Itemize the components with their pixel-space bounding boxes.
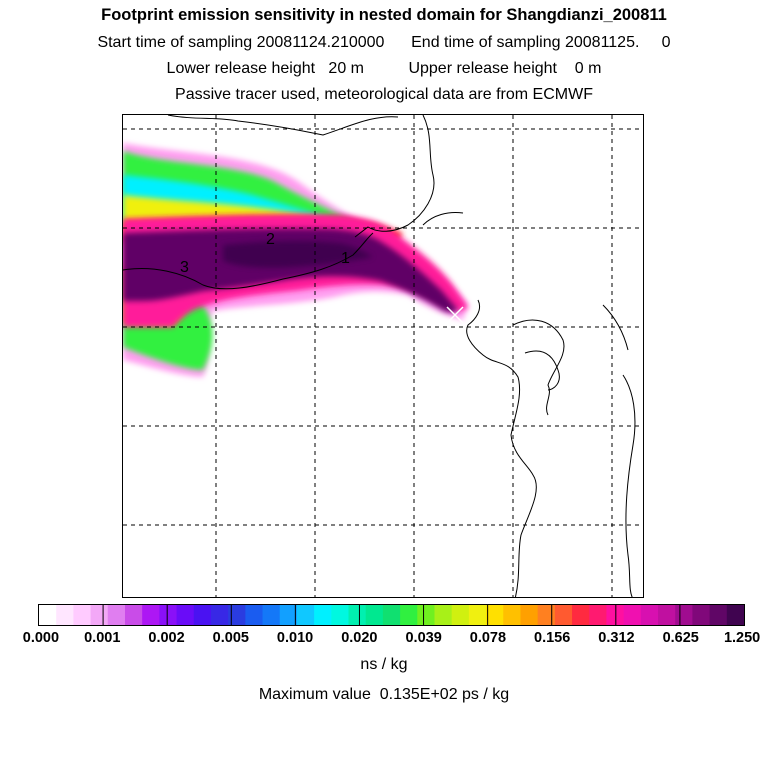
legend-swatch xyxy=(107,605,126,625)
release-height-line: Lower release height 20 m Upper release … xyxy=(166,60,602,77)
legend-swatch xyxy=(124,605,143,625)
legend-swatch xyxy=(176,605,195,625)
legend-swatch xyxy=(262,605,281,625)
plot-title: Footprint emission sensitivity in nested… xyxy=(101,6,667,24)
legend-swatch xyxy=(56,605,74,625)
footprint-map: 1 2 3 xyxy=(122,114,644,598)
legend-swatch xyxy=(39,605,57,625)
legend-swatch xyxy=(658,605,676,625)
legend-swatch xyxy=(434,605,453,625)
legend-swatch xyxy=(623,605,642,625)
tracer-info-line: Passive tracer used, meteorological data… xyxy=(175,86,593,103)
legend-swatch xyxy=(142,605,160,625)
legend-swatch xyxy=(193,605,212,625)
legend-tick-label: 0.078 xyxy=(469,630,507,646)
legend-swatch xyxy=(400,605,418,625)
legend-swatch xyxy=(279,605,298,625)
receptor-marker xyxy=(446,306,464,324)
legend-tick-label: 0.010 xyxy=(276,630,314,646)
contour-label-1: 1 xyxy=(341,250,350,267)
legend-swatch xyxy=(245,605,264,625)
legend-swatch xyxy=(486,605,504,625)
color-legend xyxy=(38,604,745,626)
legend-tick-label: 0.312 xyxy=(598,630,635,646)
plume-band-core xyxy=(123,228,458,313)
legend-swatch xyxy=(451,605,470,625)
plume-band-core-dark xyxy=(223,240,373,268)
legend-swatch xyxy=(468,605,487,625)
legend-swatch xyxy=(159,605,178,625)
legend-swatch xyxy=(296,605,315,625)
legend-swatch xyxy=(692,605,711,625)
footprint-plume xyxy=(123,143,468,377)
legend-swatch xyxy=(520,605,539,625)
contour-label-3: 3 xyxy=(180,259,189,276)
legend-swatch xyxy=(382,605,401,625)
legend-swatch xyxy=(90,605,109,625)
map-canvas: 1 2 3 xyxy=(123,115,643,597)
coastline xyxy=(123,115,636,597)
legend-tick-label: 0.020 xyxy=(341,630,378,646)
legend-swatch xyxy=(572,605,590,625)
legend-swatch xyxy=(228,605,246,625)
contour-label-2: 2 xyxy=(266,231,275,248)
legend-tick-label: 0.000 xyxy=(22,630,60,646)
legend-swatch xyxy=(503,605,522,625)
legend-tick-label: 0.001 xyxy=(84,630,121,646)
legend-tick-label: 0.156 xyxy=(534,630,571,646)
legend-swatch xyxy=(73,605,92,625)
legend-swatch xyxy=(554,605,573,625)
legend-swatch xyxy=(331,605,350,625)
legend-swatch xyxy=(348,605,367,625)
legend-tick-label: 0.625 xyxy=(662,630,699,646)
legend-swatch xyxy=(210,605,229,625)
legend-tick-label: 1.250 xyxy=(723,630,761,646)
legend-swatch xyxy=(675,605,694,625)
legend-tick-label: 0.005 xyxy=(212,630,249,646)
legend-swatch xyxy=(314,605,332,625)
maximum-value: Maximum value 0.135E+02 ps / kg xyxy=(258,686,510,703)
legend-tick-label: 0.039 xyxy=(405,630,442,646)
legend-colorbar xyxy=(39,605,745,625)
legend-swatch xyxy=(537,605,556,625)
legend-swatch xyxy=(589,605,608,625)
legend-swatch xyxy=(709,605,728,625)
lat-lon-grid xyxy=(123,115,643,597)
legend-swatch xyxy=(640,605,659,625)
legend-units: ns / kg xyxy=(360,656,408,673)
sampling-time-line: Start time of sampling 20081124.210000 E… xyxy=(97,34,671,51)
legend-swatch xyxy=(365,605,384,625)
legend-tick-label: 0.002 xyxy=(148,630,185,646)
legend-swatch xyxy=(726,605,745,625)
legend-swatch xyxy=(417,605,436,625)
